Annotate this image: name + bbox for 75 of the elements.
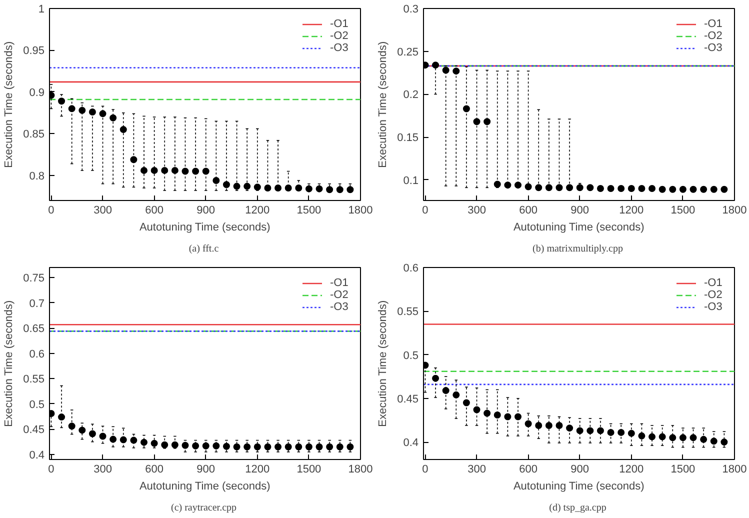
legend-label: -O1	[704, 18, 724, 30]
y-tick-label: 0.4	[29, 449, 45, 462]
x-tick-label: 600	[519, 464, 538, 476]
y-tick-label: 0.95	[23, 45, 45, 58]
y-tick-label: 0.65	[23, 323, 45, 336]
y-tick-label: 0.45	[23, 424, 45, 436]
x-tick-label: 300	[468, 204, 486, 216]
x-tick-label: 1800	[722, 204, 747, 216]
x-tick-label: 1500	[296, 464, 322, 476]
x-axis-title: Autotuning Time (seconds)	[139, 480, 270, 492]
x-tick-label: 1800	[722, 464, 747, 476]
y-tick-label: 0.9	[29, 86, 45, 99]
legend-label: -O1	[330, 18, 350, 30]
x-tick-label: 600	[519, 204, 538, 216]
y-tick-label: 0.8	[29, 170, 45, 182]
text: (b) matrixmultiply.cpp	[532, 244, 623, 254]
x-tick-label: 0	[48, 204, 54, 216]
x-tick-label: 1200	[619, 464, 644, 476]
legend-label: -O3	[704, 42, 724, 54]
y-tick-label: 0.2	[403, 89, 419, 102]
x-tick-label: 900	[196, 204, 216, 216]
x-axis-title: Autotuning Time (seconds)	[513, 480, 644, 492]
x-tick-label: 300	[94, 204, 112, 216]
x-tick-label: 0	[422, 204, 428, 216]
x-tick-label: 1800	[348, 464, 373, 476]
y-tick-label: 0.6	[403, 262, 419, 274]
x-tick-label: 300	[94, 464, 112, 476]
legend-label: -O3	[704, 301, 724, 313]
x-tick-label: 1500	[670, 464, 696, 476]
x-tick-label: 1200	[245, 204, 270, 216]
y-tick-label: 1	[38, 4, 45, 16]
y-axis-title: Execution Time (seconds)	[3, 300, 16, 427]
text: (c) raytracer.cpp	[170, 502, 237, 514]
y-axis-title: Execution Time (seconds)	[3, 41, 16, 168]
legend-label: -O3	[330, 301, 350, 313]
y-tick-label: 0.55	[23, 374, 45, 386]
x-axis-title: Autotuning Time (seconds)	[139, 222, 270, 234]
legend-label: -O2	[330, 289, 350, 301]
x-tick-label: 900	[196, 464, 216, 476]
legend-label: -O1	[704, 277, 724, 289]
x-tick-label: 0	[422, 464, 428, 476]
y-tick-label: 0.1	[403, 174, 419, 187]
x-tick-label: 1500	[670, 204, 696, 216]
y-tick-label: 0.75	[23, 272, 45, 285]
x-tick-label: 900	[570, 204, 590, 216]
legend-label: -O2	[704, 30, 724, 42]
y-tick-label: 0.6	[29, 348, 45, 360]
x-tick-label: 600	[145, 464, 164, 476]
y-tick-label: 0.45	[397, 393, 419, 406]
x-tick-label: 300	[468, 464, 486, 476]
x-tick-label: 1500	[296, 204, 322, 216]
x-axis-title: Autotuning Time (seconds)	[513, 222, 644, 234]
text: (d) tsp_ga.cpp	[549, 502, 606, 514]
x-tick-label: 0	[48, 464, 54, 476]
y-tick-label: 0.3	[403, 4, 419, 16]
y-tick-label: 0.55	[397, 306, 419, 318]
y-tick-label: 0.25	[397, 46, 419, 58]
y-tick-label: 0.5	[29, 398, 45, 411]
y-tick-label: 0.5	[403, 350, 419, 362]
x-tick-label: 1800	[348, 204, 373, 216]
x-tick-label: 600	[145, 204, 164, 216]
y-tick-label: 0.15	[397, 132, 419, 144]
y-axis-title: Execution Time (seconds)	[377, 41, 390, 168]
y-axis-title: Execution Time (seconds)	[377, 300, 390, 427]
y-tick-label: 0.4	[403, 437, 419, 450]
x-tick-label: 1200	[245, 464, 270, 476]
legend-label: -O2	[704, 289, 724, 301]
x-tick-label: 900	[570, 464, 590, 476]
legend-label: -O1	[330, 277, 350, 289]
legend-label: -O3	[330, 42, 350, 54]
y-tick-label: 0.85	[23, 128, 45, 141]
legend-label: -O2	[330, 30, 350, 42]
x-tick-label: 1200	[619, 204, 644, 216]
y-tick-label: 0.7	[29, 298, 45, 310]
text: (a) fft.c	[188, 244, 220, 254]
